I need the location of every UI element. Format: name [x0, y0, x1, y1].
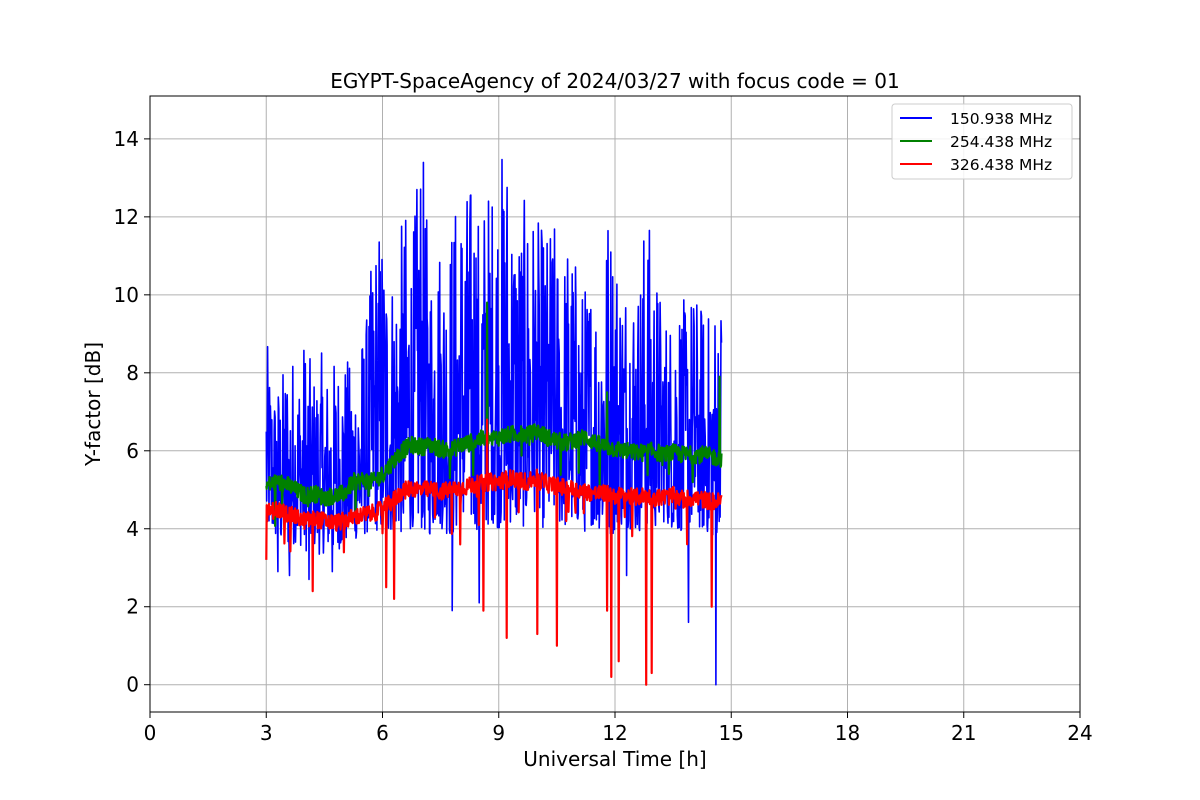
x-axis-label: Universal Time [h]	[523, 747, 706, 771]
y-tick-label: 14	[114, 127, 139, 151]
legend: 150.938 MHz 254.438 MHz 326.438 MHz	[891, 103, 1073, 180]
legend-box	[891, 103, 1073, 180]
legend-entry-2: 254.438 MHz	[950, 133, 1052, 151]
series-layer	[265, 158, 723, 686]
x-tick-label: 21	[951, 721, 976, 745]
x-tick-label: 9	[492, 721, 505, 745]
y-axis-label: Y-factor [dB]	[81, 342, 105, 467]
x-tick-label: 0	[144, 721, 157, 745]
series-line-3	[265, 418, 723, 686]
x-tick-label: 24	[1067, 721, 1092, 745]
y-tick-label: 12	[114, 205, 139, 229]
x-tick-label: 6	[376, 721, 389, 745]
x-tick-label: 12	[602, 721, 627, 745]
y-tick-label: 6	[126, 439, 139, 463]
chart-title: EGYPT-SpaceAgency of 2024/03/27 with foc…	[330, 69, 899, 93]
y-tick-label: 4	[126, 517, 139, 541]
x-tick-label: 18	[835, 721, 860, 745]
legend-entry-1: 150.938 MHz	[950, 110, 1052, 128]
y-tick-label: 10	[114, 283, 139, 307]
series-line-2	[265, 301, 723, 527]
y-tick-label: 0	[126, 673, 139, 697]
y-tick-label: 8	[126, 361, 139, 385]
y-tick-label: 2	[126, 595, 139, 619]
x-tick-label: 3	[260, 721, 273, 745]
legend-entry-3: 326.438 MHz	[950, 156, 1052, 174]
x-tick-label: 15	[719, 721, 744, 745]
